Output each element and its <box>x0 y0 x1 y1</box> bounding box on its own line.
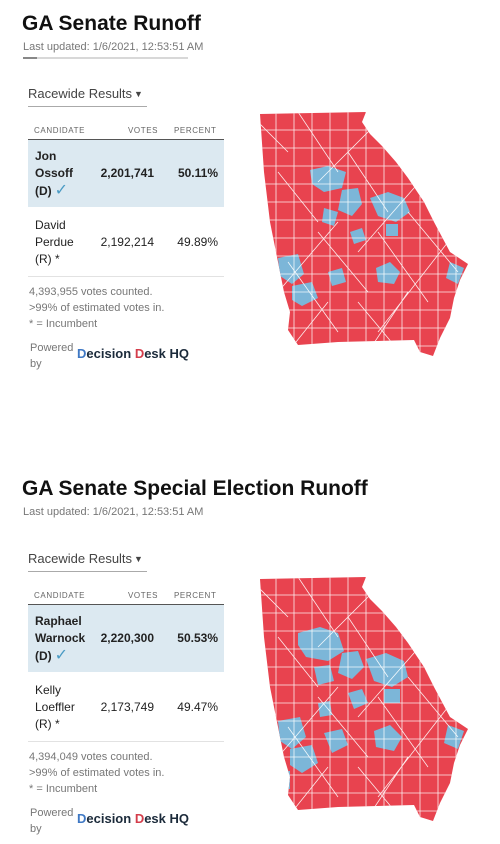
county-borders <box>260 577 468 821</box>
candidate-first-name: Jon <box>35 149 57 163</box>
title-divider <box>23 57 188 59</box>
logo-letter: D <box>77 346 87 361</box>
column-votes: VOTES <box>128 126 159 135</box>
column-candidate: CANDIDATE <box>34 591 86 600</box>
candidate-last-name: Loeffler <box>35 700 75 714</box>
checkmark-icon: ✓ <box>54 647 69 664</box>
candidate-first-name: David <box>35 218 66 232</box>
results-select[interactable]: Racewide Results ▼ <box>28 551 147 572</box>
column-percent: PERCENT <box>174 591 217 600</box>
estimated-votes-note: >99% of estimated votes in. <box>29 767 165 779</box>
column-votes: VOTES <box>128 591 159 600</box>
candidate-row: David Perdue (R) * 2,192,214 49.89% <box>28 209 224 277</box>
caret-down-icon: ▼ <box>134 554 143 564</box>
candidate-party: (D) <box>35 649 52 663</box>
candidate-party-line: (D) ✓ <box>35 647 85 665</box>
logo-letter: D <box>77 811 87 826</box>
checkmark-icon: ✓ <box>54 182 69 199</box>
powered-by: Powered by <box>30 340 73 372</box>
powered-label: Powered <box>30 342 74 354</box>
candidate-percent: 50.53% <box>177 631 218 645</box>
rep-area <box>260 577 468 821</box>
incumbent-note: * = Incumbent <box>29 318 98 330</box>
candidate-last-name: Ossoff <box>35 166 74 180</box>
powered-by: Powered by <box>30 805 73 837</box>
by-label: by <box>30 823 42 835</box>
candidate-votes: 2,173,749 <box>100 700 154 714</box>
candidate-votes: 2,220,300 <box>100 631 154 645</box>
logo-word: esk HQ <box>144 346 190 361</box>
caret-down-icon: ▼ <box>134 89 143 99</box>
results-table-header: CANDIDATE VOTES PERCENT <box>28 587 224 605</box>
last-updated: Last updated: 1/6/2021, 12:53:51 AM <box>23 506 204 518</box>
column-percent: PERCENT <box>174 126 217 135</box>
logo-letter: D <box>134 811 145 826</box>
race-title: GA Senate Runoff <box>22 12 201 35</box>
candidate-first-name: Kelly <box>35 683 62 697</box>
logo-word: esk HQ <box>144 811 190 826</box>
votes-counted-note: 4,393,955 votes counted. <box>29 286 153 298</box>
last-updated: Last updated: 1/6/2021, 12:53:51 AM <box>23 41 204 53</box>
estimated-votes-note: >99% of estimated votes in. <box>29 302 165 314</box>
candidate-row: Kelly Loeffler (R) * 2,173,749 49.47% <box>28 674 224 742</box>
candidate-party: (R) * <box>35 252 60 266</box>
candidate-name: Raphael Warnock (D) ✓ <box>35 613 85 665</box>
georgia-map-svg[interactable] <box>258 577 473 832</box>
results-notes: 4,393,955 votes counted. >99% of estimat… <box>29 284 164 332</box>
candidate-party: (D) <box>35 184 52 198</box>
candidate-last-name: Warnock <box>35 631 86 645</box>
logo-word: ecision <box>86 811 135 826</box>
candidate-party: (R) * <box>35 717 60 731</box>
results-select[interactable]: Racewide Results ▼ <box>28 86 147 107</box>
candidate-first-name: Raphael <box>35 614 82 628</box>
candidate-votes: 2,192,214 <box>100 235 154 249</box>
candidate-party-line: (D) ✓ <box>35 182 73 200</box>
candidate-percent: 49.47% <box>177 700 218 714</box>
logo-letter: D <box>134 346 145 361</box>
results-notes: 4,394,049 votes counted. >99% of estimat… <box>29 749 164 797</box>
results-select-value: Racewide Results <box>28 551 133 566</box>
race-title: GA Senate Special Election Runoff <box>22 477 368 500</box>
decision-desk-hq-logo[interactable]: Decision Desk HQ <box>77 811 189 826</box>
candidate-row-winner: Jon Ossoff (D) ✓ 2,201,741 50.11% <box>28 140 224 207</box>
candidate-row-winner: Raphael Warnock (D) ✓ 2,220,300 50.53% <box>28 605 224 672</box>
candidate-name: Jon Ossoff (D) ✓ <box>35 148 73 200</box>
logo-word: ecision <box>86 346 135 361</box>
results-select-value: Racewide Results <box>28 86 133 101</box>
county-results-map[interactable] <box>258 112 473 367</box>
county-borders <box>260 112 468 356</box>
candidate-percent: 49.89% <box>177 235 218 249</box>
candidate-votes: 2,201,741 <box>100 166 154 180</box>
georgia-map-svg[interactable] <box>258 112 473 367</box>
powered-label: Powered <box>30 807 74 819</box>
by-label: by <box>30 358 42 370</box>
decision-desk-hq-logo[interactable]: Decision Desk HQ <box>77 346 189 361</box>
candidate-name: Kelly Loeffler (R) * <box>35 682 75 733</box>
votes-counted-note: 4,394,049 votes counted. <box>29 751 153 763</box>
candidate-last-name: Perdue <box>35 235 74 249</box>
county-results-map[interactable] <box>258 577 473 832</box>
column-candidate: CANDIDATE <box>34 126 86 135</box>
results-table-header: CANDIDATE VOTES PERCENT <box>28 122 224 140</box>
incumbent-note: * = Incumbent <box>29 783 98 795</box>
candidate-name: David Perdue (R) * <box>35 217 74 268</box>
candidate-percent: 50.11% <box>177 166 218 180</box>
